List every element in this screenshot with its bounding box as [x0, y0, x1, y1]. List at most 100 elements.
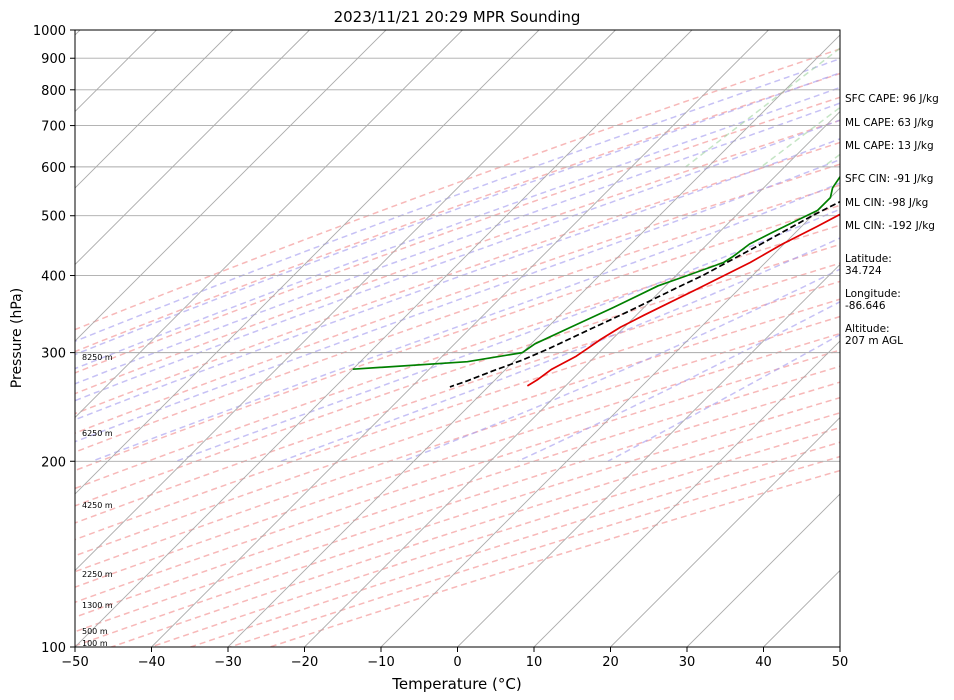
longitude-value: -86.646: [845, 300, 886, 312]
isotherm-line: [75, 30, 310, 266]
dry-adiabat: [75, 332, 840, 588]
x-tick-label: 10: [526, 655, 543, 670]
y-tick-label: 300: [41, 347, 66, 362]
y-tick-label: 500: [41, 210, 66, 225]
moist-adiabat: [75, 119, 840, 402]
altitude-label: 1300 m: [82, 601, 113, 610]
profile-line: [449, 200, 840, 388]
mixing-ratio-line: [760, 106, 840, 168]
dry-adiabat: [190, 441, 840, 647]
altitude-label: 500 m: [82, 627, 108, 636]
moist-adiabat: [75, 137, 840, 421]
dry-adiabat: [75, 141, 840, 415]
latitude-label: Latitude:: [845, 253, 892, 265]
isotherm-line: [151, 30, 769, 647]
moist-adiabat: [280, 237, 840, 463]
isotherm-line: [75, 30, 463, 419]
y-tick-label: 700: [41, 120, 66, 135]
moist-adiabat: [91, 182, 840, 462]
altitude-label: 2250 m: [82, 570, 113, 579]
isotherm-line: [457, 263, 840, 647]
dry-adiabat: [75, 280, 840, 541]
profile-series: [352, 175, 840, 388]
isotherm-line: [227, 34, 840, 647]
y-tick-label: 1000: [33, 24, 66, 39]
isotherm-line: [533, 340, 840, 647]
x-tick-label: 0: [453, 655, 461, 670]
dry-adiabat: [75, 315, 840, 573]
dry-adiabat: [75, 365, 840, 618]
dry-adiabat: [75, 262, 840, 524]
chart-title: 2023/11/21 20:29 MPR Sounding: [334, 8, 581, 26]
dry-adiabat: [75, 298, 840, 557]
isotherm-line: [610, 416, 840, 647]
dry-adiabat: [75, 184, 840, 453]
x-axis-label: Temperature (°C): [391, 675, 521, 693]
x-tick-label: −50: [61, 655, 88, 670]
y-tick-label: 900: [41, 52, 66, 67]
moist-adiabat: [75, 71, 840, 356]
parameter-panel: SFC CAPE: 96 J/kg ML CAPE: 63 J/kg ML CA…: [845, 93, 939, 347]
altitude-label: 4250 m: [82, 501, 113, 510]
altitude-value: 207 m AGL: [845, 335, 903, 347]
isotherm-line: [75, 30, 234, 189]
altitude-label: Altitude:: [845, 323, 890, 335]
altitude-label: 100 m: [82, 639, 108, 648]
y-axis-label: Pressure (hPa): [9, 288, 25, 388]
x-tick-label: −30: [214, 655, 241, 670]
x-tick-label: 40: [755, 655, 772, 670]
dry-adiabat: [75, 243, 840, 507]
moist-adiabat: [517, 300, 840, 462]
profile-line: [352, 175, 840, 371]
y-tick-label: 100: [41, 641, 66, 656]
x-tick-label: −10: [367, 655, 394, 670]
isotherm-line: [75, 30, 693, 647]
altitude-label: 6250 m: [82, 429, 113, 438]
longitude-label: Longitude:: [845, 288, 901, 300]
x-axis-ticks: −50 −40 −30 −20 −10 0 10 20 30 40 50: [61, 647, 848, 670]
y-tick-label: 400: [41, 270, 66, 285]
background-grid: [0, 30, 840, 647]
dry-adiabat: [75, 396, 840, 647]
x-tick-label: 50: [832, 655, 849, 670]
y-tick-label: 200: [41, 455, 66, 470]
dry-adiabat: [75, 96, 840, 374]
dry-adiabat: [75, 163, 840, 434]
isotherm-line: [0, 30, 4, 647]
x-tick-label: −20: [291, 655, 318, 670]
y-axis-ticks: 100 200 300 400 500 600 700 800 900 1000: [33, 24, 75, 656]
ml-cape-text: ML CAPE: 63 J/kg: [845, 117, 934, 129]
y-tick-label: 800: [41, 84, 66, 99]
isotherm-line: [75, 30, 616, 572]
ml-cin-text: ML CIN: -98 J/kg: [845, 197, 928, 209]
x-tick-label: 20: [602, 655, 619, 670]
moist-adiabat: [75, 102, 840, 385]
profile-line: [526, 213, 840, 387]
altitude-labels: 8250 m 6250 m 4250 m 2250 m 1300 m 500 m…: [82, 353, 113, 648]
moist-adiabat: [75, 57, 840, 343]
isotherm-line: [75, 30, 540, 495]
dry-adiabat: [75, 72, 840, 353]
ml-cape-text: ML CAPE: 13 J/kg: [845, 140, 934, 152]
dry-adiabat: [75, 224, 840, 490]
moist-adiabat: [75, 86, 840, 370]
x-tick-label: −40: [138, 655, 165, 670]
sfc-cape-text: SFC CAPE: 96 J/kg: [845, 93, 939, 105]
y-tick-label: 600: [41, 161, 66, 176]
dry-adiabat: [75, 204, 840, 472]
isotherm-line: [75, 30, 387, 342]
altitude-label: 8250 m: [82, 353, 113, 362]
x-tick-label: 30: [679, 655, 696, 670]
isotherm-line: [304, 110, 840, 647]
isotherm-line: [380, 187, 840, 647]
moist-adiabat: [175, 208, 840, 463]
moist-adiabat: [402, 268, 840, 462]
dry-adiabat: [75, 349, 840, 604]
dry-adiabat: [75, 119, 840, 395]
sfc-cin-text: SFC CIN: -91 J/kg: [845, 173, 933, 185]
ml-cin-text: ML CIN: -192 J/kg: [845, 220, 935, 232]
isotherm-line: [686, 493, 840, 647]
latitude-value: 34.724: [845, 265, 882, 277]
dry-adiabat: [75, 381, 840, 633]
